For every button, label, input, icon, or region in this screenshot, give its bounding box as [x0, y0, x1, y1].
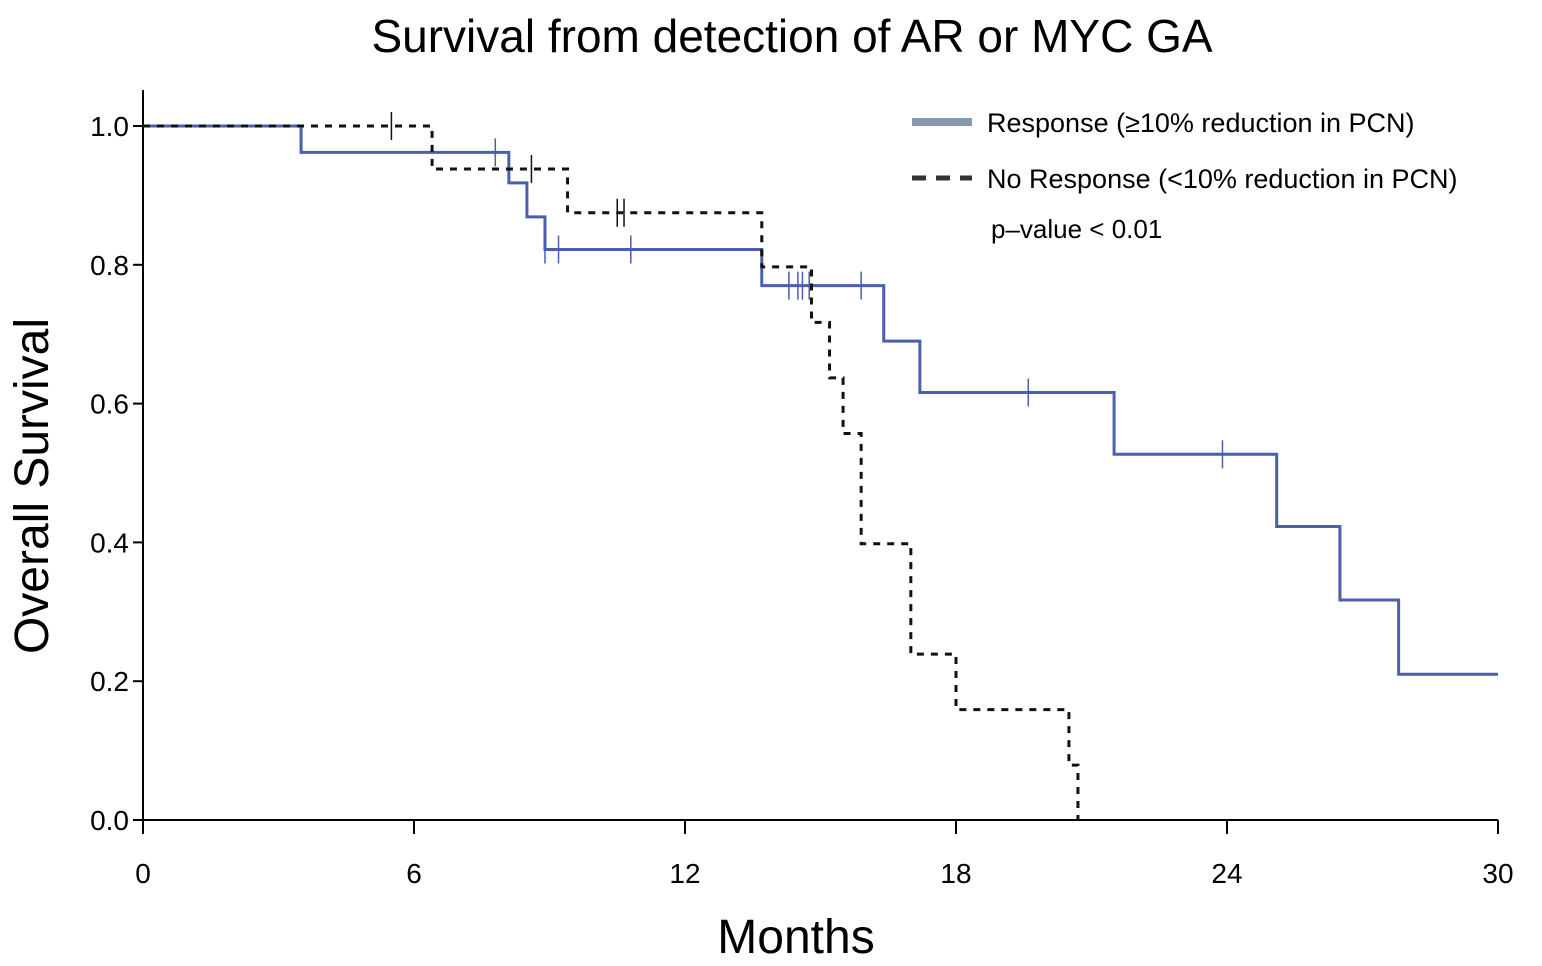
chart-title: Survival from detection of AR or MYC GA — [371, 10, 1212, 62]
x-tick-label: 12 — [669, 858, 700, 889]
y-tick-label: 0.0 — [90, 805, 129, 836]
survival-curve — [143, 124, 1080, 820]
y-tick-label: 0.2 — [90, 666, 129, 697]
x-ticks: 0 6 12 18 24 30 — [135, 820, 1514, 889]
x-tick-label: 6 — [406, 858, 422, 889]
y-axis-label: Overall Survival — [6, 318, 59, 654]
x-tick-label: 30 — [1482, 858, 1513, 889]
legend: Response (≥10% reduction in PCN) No Resp… — [912, 108, 1457, 244]
y-ticks: 0.0 0.2 0.4 0.6 0.8 1.0 — [90, 111, 143, 836]
x-tick-label: 18 — [940, 858, 971, 889]
x-tick-label: 24 — [1211, 858, 1242, 889]
x-tick-label: 0 — [135, 858, 151, 889]
survival-curve — [143, 124, 1498, 676]
series-layer — [143, 112, 1498, 820]
y-tick-label: 0.4 — [90, 527, 129, 558]
series-response — [143, 124, 1498, 676]
legend-label-response: Response (≥10% reduction in PCN) — [987, 108, 1415, 138]
legend-label-no-response: No Response (<10% reduction in PCN) — [987, 164, 1457, 194]
x-axis-label: Months — [717, 911, 874, 964]
p-value-annotation: p–value < 0.01 — [991, 214, 1162, 244]
y-tick-label: 0.6 — [90, 389, 129, 420]
axes — [142, 90, 1498, 821]
y-tick-label: 0.8 — [90, 250, 129, 281]
y-tick-label: 1.0 — [90, 111, 129, 142]
series-no-response — [143, 112, 1080, 820]
